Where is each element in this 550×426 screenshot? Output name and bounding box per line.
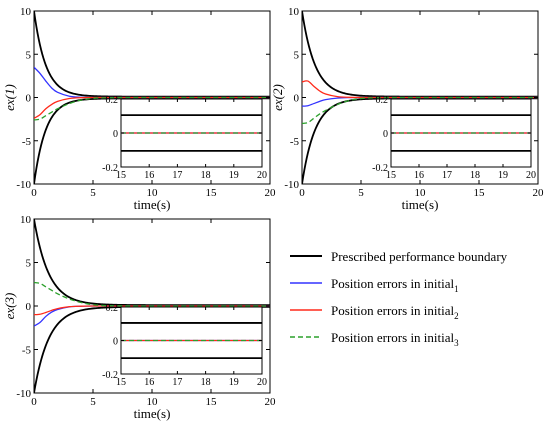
inset-x-tick-label: 18 [201,170,211,181]
boundary-upper-line [302,11,538,98]
inset-x-tick-label: 20 [257,377,267,388]
inset-zoom: 15 16 17 18 19 20 -0.2 0 0.2 [102,95,267,181]
inset-y-tick-label: -0.2 [102,163,118,174]
y-axis-label: ex(2) [270,84,285,111]
y-axis-label: ex(3) [2,293,17,320]
y-tick-label: -10 [16,179,31,191]
y-tick-label: 5 [294,49,300,61]
x-tick-label: 20 [265,396,277,408]
y-tick-label: -5 [22,345,32,357]
inset-y-tick-label: 0 [113,337,118,348]
legend-subscript: 2 [454,311,459,321]
x-tick-label: 20 [533,187,545,199]
x-axis-label: time(s) [402,197,439,212]
y-tick-label: 0 [294,93,300,105]
inset-y-tick-label: 0.2 [376,95,389,106]
plot-area [34,11,270,184]
inset-x-tick-label: 16 [414,170,424,181]
legend-label: Position errors in initial [331,303,455,318]
x-axis-label: time(s) [134,197,171,212]
y-tick-label: 5 [26,258,32,270]
inset-x-tick-label: 15 [386,170,396,181]
legend-subscript: 1 [454,284,459,294]
inset-y-tick-label: 0.2 [106,95,119,106]
x-tick-label: 5 [358,187,364,199]
x-tick-label: 0 [31,396,37,408]
legend-label: Prescribed performance boundary [331,249,508,264]
y-tick-label: 0 [26,301,32,313]
x-tick-label: 5 [90,187,96,199]
x-tick-label: 10 [415,187,427,199]
inset-x-tick-label: 19 [229,377,239,388]
inset-x-tick-label: 19 [229,170,239,181]
y-tick-label: 10 [20,6,32,18]
boundary-upper-line [34,219,270,307]
inset-x-tick-label: 20 [257,170,267,181]
inset-y-tick-label: 0 [383,129,388,140]
inset-x-tick-label: 18 [470,170,480,181]
x-tick-label: 10 [147,187,159,199]
x-tick-label: 10 [147,396,159,408]
y-tick-label: -10 [284,179,299,191]
y-tick-label: 0 [26,93,32,105]
y-axis-label: ex(1) [2,84,17,111]
inset-x-tick-label: 20 [526,170,536,181]
inset-x-tick-label: 15 [116,170,126,181]
x-axis-label: time(s) [134,406,171,421]
legend-label: Position errors in initial [331,330,455,345]
error-line-3 [302,96,538,125]
x-tick-label: 20 [265,187,277,199]
inset-y-tick-label: 0.2 [106,303,119,314]
legend-entry-1: Prescribed performance boundary [331,249,508,264]
y-tick-label: -5 [290,136,300,148]
y-tick-label: 10 [20,214,32,226]
inset-x-tick-label: 16 [144,377,154,388]
y-tick-label: -10 [16,388,31,400]
y-tick-label: 5 [26,49,32,61]
inset-x-tick-label: 17 [172,377,182,388]
inset-y-tick-label: -0.2 [102,370,118,381]
x-tick-label: 15 [206,396,218,408]
legend-entry-3: Position errors in initial2 [331,303,459,321]
boundary-lower-line [34,97,270,184]
legend-subscript: 3 [454,338,459,348]
plot-area [302,11,538,184]
inset-zoom: 15 16 17 18 19 20 -0.2 0 0.2 [372,95,536,181]
y-tick-label: 10 [288,6,300,18]
error-line-3 [34,281,270,307]
inset-x-tick-label: 16 [144,170,154,181]
inset-y-tick-label: -0.2 [372,163,388,174]
inset-x-tick-label: 18 [201,377,211,388]
legend: Prescribed performance boundary Position … [290,249,508,348]
legend-entry-4: Position errors in initial3 [331,330,459,348]
legend-label: Position errors in initial [331,276,455,291]
x-tick-label: 15 [474,187,486,199]
x-tick-label: 15 [206,187,218,199]
y-tick-label: -5 [22,136,32,148]
legend-entry-2: Position errors in initial1 [331,276,459,294]
inset-x-tick-label: 17 [172,170,182,181]
inset-y-tick-label: 0 [113,129,118,140]
x-tick-label: 0 [299,187,305,199]
x-tick-label: 5 [90,396,96,408]
x-tick-label: 0 [31,187,37,199]
boundary-upper-line [34,11,270,98]
error-line-3 [34,96,270,121]
inset-x-tick-label: 15 [116,377,126,388]
inset-zoom: 15 16 17 18 19 20 -0.2 0 0.2 [102,303,267,388]
inset-x-tick-label: 17 [442,170,452,181]
inset-x-tick-label: 19 [498,170,508,181]
